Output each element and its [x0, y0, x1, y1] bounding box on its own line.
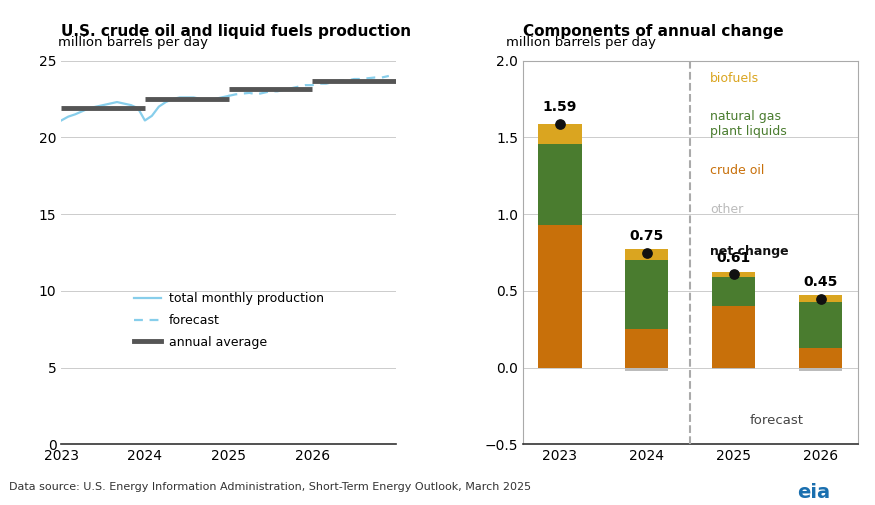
Bar: [799, 368, 843, 371]
Text: U.S. crude oil and liquid fuels production: U.S. crude oil and liquid fuels producti…: [61, 24, 411, 38]
Text: net change: net change: [710, 245, 789, 258]
Legend: total monthly production, forecast, annual average: total monthly production, forecast, annu…: [129, 287, 328, 354]
Bar: [625, 249, 668, 260]
Bar: [712, 277, 755, 306]
Point: [814, 294, 828, 302]
Point: [726, 270, 740, 278]
Bar: [712, 306, 755, 368]
Text: other: other: [710, 203, 744, 216]
Text: 0.45: 0.45: [803, 275, 837, 289]
Text: crude oil: crude oil: [710, 164, 765, 177]
Point: [640, 248, 654, 257]
Bar: [799, 295, 843, 301]
Bar: [712, 273, 755, 277]
Text: million barrels per day: million barrels per day: [58, 36, 208, 49]
Bar: [799, 301, 843, 347]
Bar: [712, 368, 755, 369]
Bar: [538, 124, 582, 143]
Bar: [625, 368, 668, 371]
Point: [553, 120, 567, 128]
Text: Data source: U.S. Energy Information Administration, Short-Term Energy Outlook, : Data source: U.S. Energy Information Adm…: [9, 482, 531, 492]
Bar: [625, 260, 668, 329]
Text: 1.59: 1.59: [542, 100, 577, 114]
Text: million barrels per day: million barrels per day: [507, 36, 656, 49]
Text: natural gas
plant liquids: natural gas plant liquids: [710, 111, 787, 138]
Text: eia: eia: [797, 483, 830, 502]
Bar: [799, 347, 843, 368]
Bar: [538, 225, 582, 368]
Text: 0.75: 0.75: [630, 229, 664, 243]
Text: Components of annual change: Components of annual change: [523, 24, 784, 38]
Bar: [625, 329, 668, 368]
Text: 0.61: 0.61: [717, 251, 751, 265]
Bar: [538, 143, 582, 225]
Text: forecast: forecast: [750, 414, 804, 427]
Text: biofuels: biofuels: [710, 72, 760, 85]
